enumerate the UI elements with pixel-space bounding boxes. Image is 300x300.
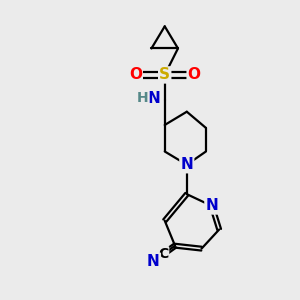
- Text: H: H: [137, 92, 148, 106]
- Text: S: S: [159, 68, 170, 82]
- Text: N: N: [180, 157, 193, 172]
- Text: O: O: [188, 68, 201, 82]
- Text: O: O: [129, 68, 142, 82]
- Text: N: N: [147, 91, 160, 106]
- Text: N: N: [147, 254, 160, 268]
- Text: C: C: [158, 247, 168, 261]
- Text: N: N: [206, 198, 218, 213]
